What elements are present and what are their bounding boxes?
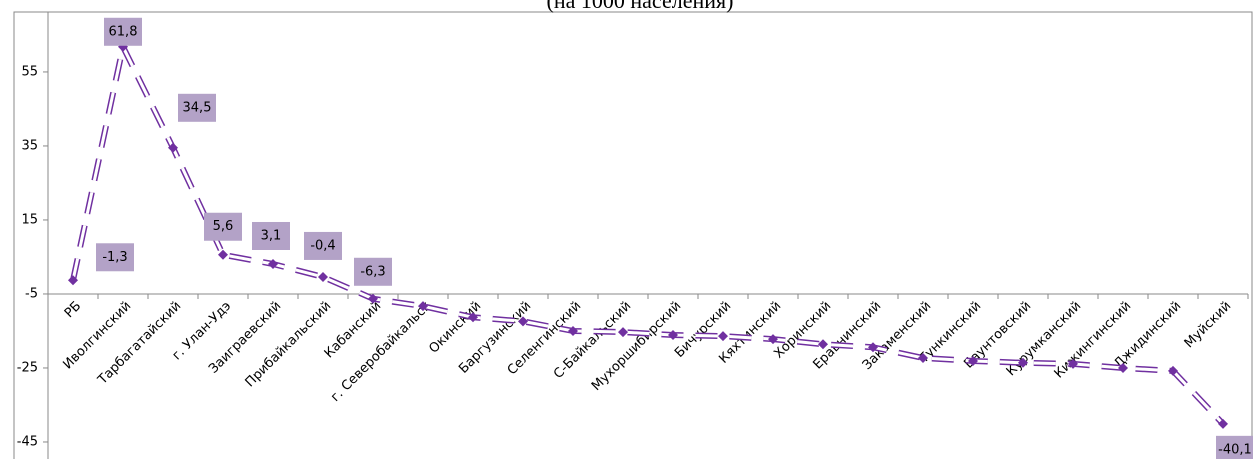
- data-label-box: [204, 212, 242, 241]
- y-tick-label: 35: [21, 138, 38, 153]
- point-marker: [1218, 418, 1228, 429]
- chart-title: (на 1000 населения): [547, 0, 734, 13]
- point-marker: [718, 331, 728, 342]
- data-label: -1,3: [102, 250, 127, 265]
- point-marker: [668, 330, 678, 341]
- point-marker: [1118, 362, 1128, 373]
- point-marker: [1168, 365, 1178, 376]
- y-tick-label: -5: [25, 286, 38, 301]
- point-marker: [418, 301, 428, 312]
- x-tick-label: Тарбагатайский: [95, 299, 185, 389]
- y-tick-label: 55: [21, 64, 38, 79]
- data-label-box: [252, 221, 290, 250]
- data-label: 34,5: [183, 100, 212, 115]
- y-tick-label: -25: [17, 360, 38, 375]
- data-label-box: [96, 243, 134, 272]
- point-marker: [218, 249, 228, 260]
- data-label-box: [354, 257, 392, 286]
- series-line: [70, 43, 1226, 426]
- data-label: -40,1: [1218, 442, 1252, 457]
- data-label: 61,8: [109, 24, 138, 39]
- data-label-box: [178, 93, 216, 122]
- point-marker: [818, 339, 828, 350]
- point-marker: [1068, 358, 1078, 369]
- data-label: 5,6: [213, 219, 234, 234]
- point-marker: [68, 275, 78, 286]
- point-marker: [768, 334, 778, 345]
- y-tick-label: -45: [17, 434, 38, 449]
- point-marker: [468, 312, 478, 323]
- x-tick-label: г. Северобайкальск: [328, 299, 434, 405]
- data-label-box: [1216, 435, 1253, 459]
- point-marker: [568, 325, 578, 336]
- point-marker: [1018, 357, 1028, 368]
- data-label: -0,4: [310, 238, 335, 253]
- x-tick-label: Муйский: [1182, 299, 1235, 352]
- point-marker: [518, 316, 528, 327]
- point-marker: [968, 355, 978, 366]
- point-marker: [168, 142, 178, 153]
- data-label-box: [304, 231, 342, 260]
- data-label: -6,3: [360, 264, 385, 279]
- point-marker: [868, 342, 878, 353]
- point-marker: [268, 258, 278, 269]
- point-marker: [618, 327, 628, 338]
- x-tick-label: Мухоршибирский: [589, 299, 684, 394]
- data-label-box: [104, 17, 142, 46]
- data-label: 3,1: [261, 228, 282, 243]
- series-line-inner: [71, 45, 1225, 425]
- x-tick-label: Прибайкальский: [243, 299, 335, 391]
- point-marker: [368, 293, 378, 304]
- point-marker: [918, 352, 928, 363]
- x-tick-label: РБ: [62, 299, 84, 321]
- y-tick-label: 15: [21, 212, 38, 227]
- point-marker: [318, 271, 328, 282]
- chart-border: [13, 11, 1253, 459]
